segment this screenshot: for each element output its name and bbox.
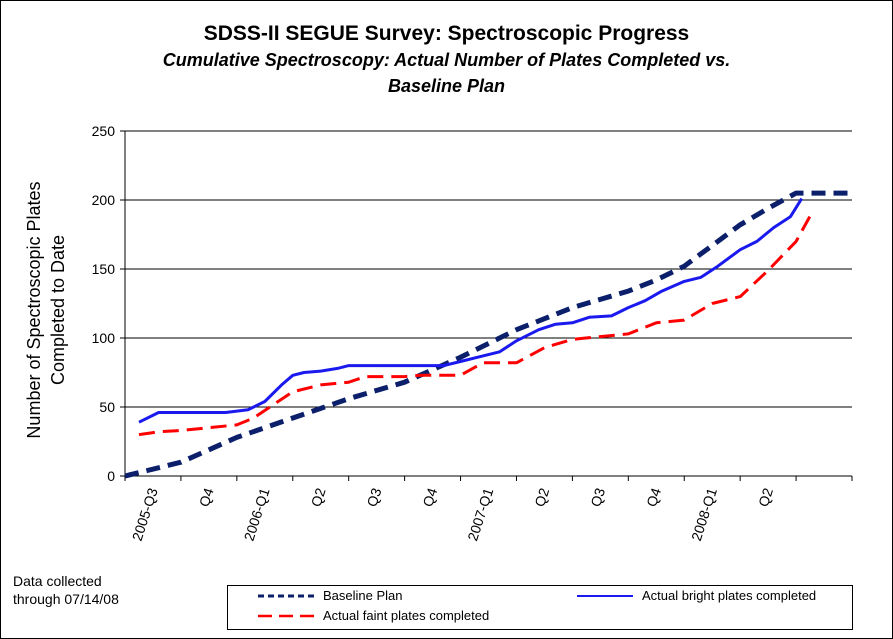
x-tick-label: 2005-Q3 bbox=[129, 486, 161, 543]
note-line2: through 07/14/08 bbox=[13, 591, 119, 607]
data-series bbox=[124, 190, 852, 479]
y-tick-label: 0 bbox=[107, 468, 115, 484]
y-tick-label: 100 bbox=[92, 330, 116, 346]
note-line1: Data collected bbox=[13, 573, 102, 589]
x-tick-label: Q4 bbox=[196, 486, 217, 509]
legend-swatch-faint bbox=[258, 614, 314, 618]
y-axis-label-line2: Completed to Date bbox=[48, 235, 68, 385]
axes bbox=[124, 131, 852, 477]
chart-subtitle-line1: Cumulative Spectroscopy: Actual Number o… bbox=[162, 50, 731, 70]
y-tick-label: 200 bbox=[92, 192, 116, 208]
x-tick-label: Q4 bbox=[643, 486, 664, 509]
series-line-0 bbox=[124, 190, 852, 479]
series-line-2 bbox=[138, 210, 815, 437]
legend-swatch-baseline bbox=[258, 594, 314, 598]
x-tick-label: 2007-Q1 bbox=[464, 486, 496, 543]
gridlines bbox=[125, 130, 852, 408]
y-tick-label: 150 bbox=[92, 261, 116, 277]
y-axis-label-line1: Number of Spectroscopic Plates bbox=[24, 181, 44, 438]
legend-label-faint: Actual faint plates completed bbox=[323, 608, 490, 623]
y-axis-ticks: 0 50 100 150 200 250 bbox=[92, 123, 125, 484]
legend-label-baseline: Baseline Plan bbox=[323, 588, 403, 603]
legend-label-bright: Actual bright plates completed bbox=[642, 588, 817, 603]
x-tick-label: Q2 bbox=[531, 486, 552, 509]
x-tick-label: Q2 bbox=[308, 486, 329, 509]
chart-title: SDSS-II SEGUE Survey: Spectroscopic Prog… bbox=[203, 22, 690, 45]
x-axis-ticks: 2005-Q3 Q4 2006-Q1 Q2 Q3 Q4 2007-Q1 Q2 Q3 Q4 2008-… bbox=[124, 476, 853, 543]
data-collected-note: Data collected through 07/14/08 bbox=[13, 572, 119, 608]
y-tick-label: 50 bbox=[99, 399, 115, 415]
x-tick-label: 2006-Q1 bbox=[241, 486, 273, 543]
legend: Baseline Plan Actual bright plates compl… bbox=[227, 585, 853, 630]
x-tick-label: Q2 bbox=[755, 486, 776, 509]
legend-swatch-bright bbox=[577, 595, 633, 597]
x-tick-label: Q4 bbox=[419, 486, 440, 509]
x-tick-label: Q3 bbox=[364, 486, 385, 509]
series-line-1 bbox=[138, 197, 803, 424]
x-tick-label: Q3 bbox=[587, 486, 608, 509]
x-tick-label: 2008-Q1 bbox=[688, 486, 720, 543]
chart-subtitle-line2: Baseline Plan bbox=[387, 76, 506, 96]
y-tick-label: 250 bbox=[92, 123, 116, 139]
